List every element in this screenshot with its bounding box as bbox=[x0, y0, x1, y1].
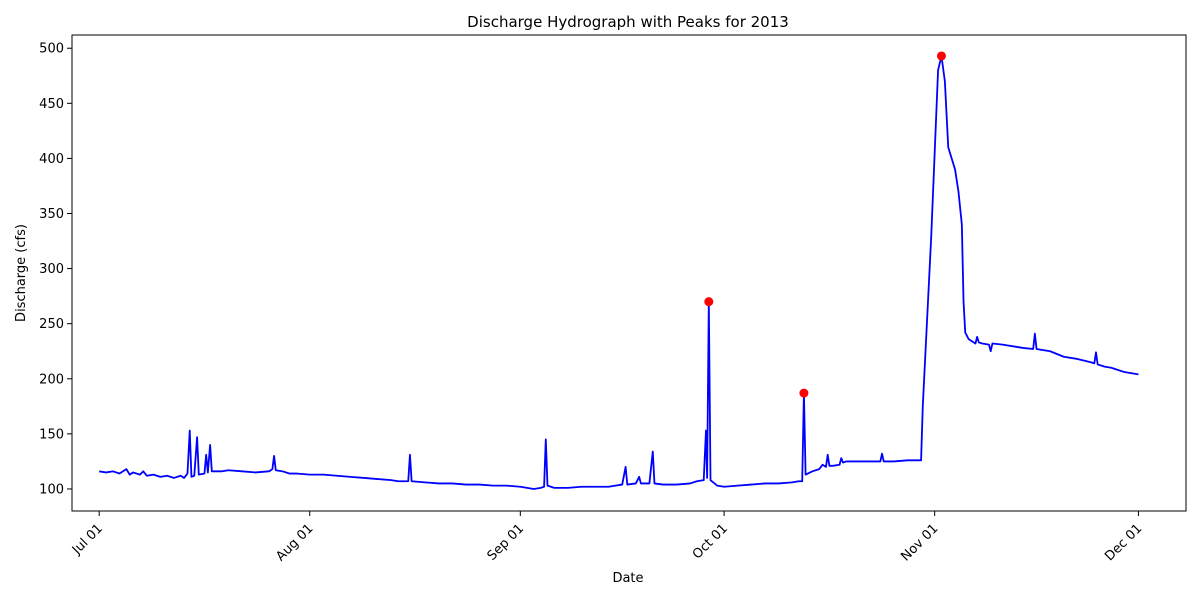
y-tick-label: 150 bbox=[39, 427, 64, 442]
peak-marker bbox=[799, 388, 809, 398]
peak-marker bbox=[704, 297, 714, 307]
x-tick-label: Nov 01 bbox=[898, 521, 941, 564]
x-tick-label: Jul 01 bbox=[69, 521, 106, 558]
x-axis-label: Date bbox=[612, 571, 643, 586]
x-tick-label: Oct 01 bbox=[690, 521, 731, 562]
y-tick-label: 300 bbox=[39, 262, 64, 277]
x-axis: Jul 01 Aug 01 Sep 01 Oct 01 Nov 01 Dec 01 bbox=[69, 511, 1145, 564]
y-tick-label: 500 bbox=[39, 42, 64, 57]
chart-title: Discharge Hydrograph with Peaks for 2013 bbox=[467, 13, 789, 31]
y-axis: 100 150 200 250 300 350 400 450 500 bbox=[39, 42, 72, 497]
peaks-layer bbox=[704, 51, 946, 398]
y-axis-label: Discharge (cfs) bbox=[14, 224, 29, 322]
y-tick-label: 350 bbox=[39, 207, 64, 222]
x-tick-label: Sep 01 bbox=[485, 521, 528, 564]
series-layer bbox=[99, 55, 1139, 490]
x-tick-label: Aug 01 bbox=[273, 521, 316, 564]
y-tick-label: 450 bbox=[39, 97, 64, 112]
peak-marker bbox=[936, 51, 946, 61]
y-tick-label: 250 bbox=[39, 317, 64, 332]
plot-area bbox=[71, 34, 1187, 512]
discharge-series-line bbox=[99, 55, 1139, 490]
y-tick-label: 200 bbox=[39, 372, 64, 387]
y-tick-label: 400 bbox=[39, 152, 64, 167]
y-tick-label: 100 bbox=[39, 482, 64, 497]
x-tick-label: Dec 01 bbox=[1102, 521, 1145, 564]
